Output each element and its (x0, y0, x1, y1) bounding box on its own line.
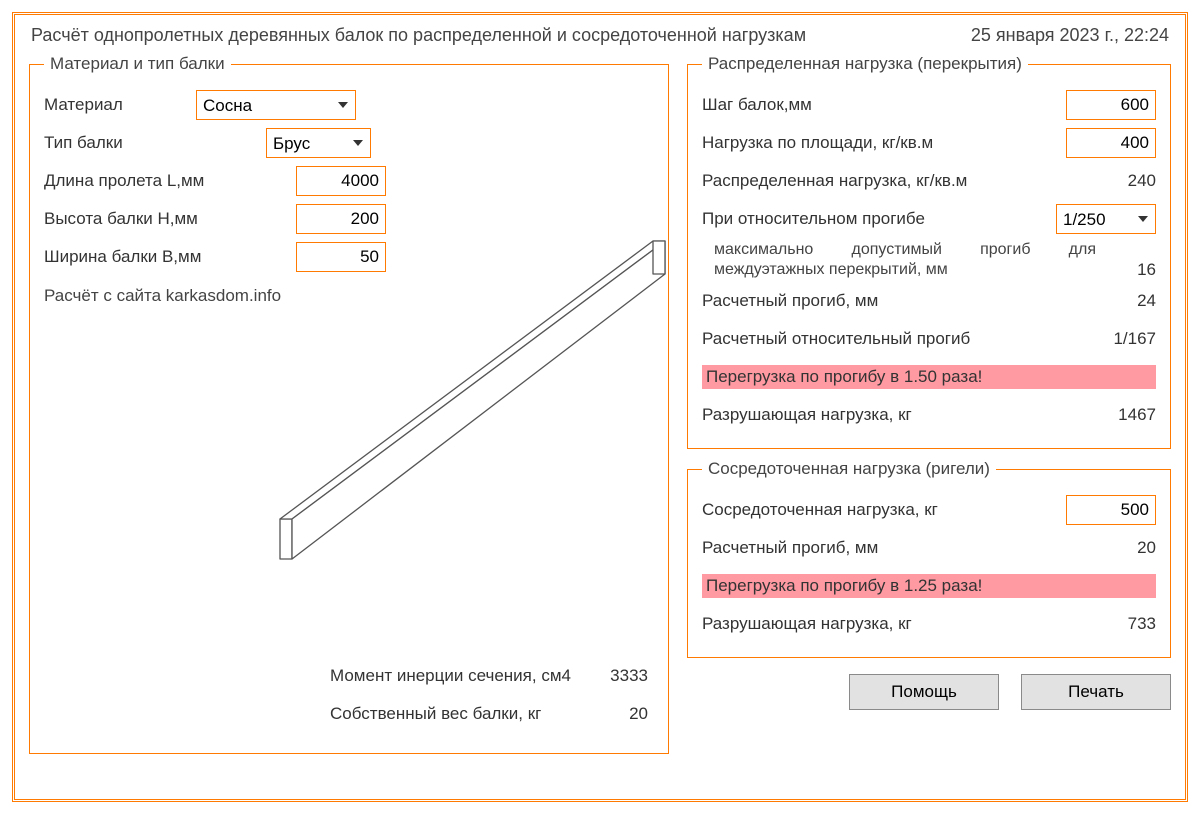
max-deflection-note: максимально допустимый прогиб для междуэ… (702, 240, 1096, 280)
height-label: Высота балки H,мм (44, 209, 284, 229)
step-label: Шаг балок,мм (702, 95, 1066, 115)
dist-break-value: 1467 (1096, 405, 1156, 425)
conc-deflection-value: 20 (1096, 538, 1156, 558)
inertia-label: Момент инерции сечения, см4 (330, 666, 571, 686)
concentrated-fieldset: Сосредоточенная нагрузка (ригели) Сосред… (687, 459, 1171, 658)
calc-deflection-label: Расчетный прогиб, мм (702, 291, 1096, 311)
distributed-legend: Распределенная нагрузка (перекрытия) (702, 54, 1028, 74)
conc-break-value: 733 (1096, 614, 1156, 634)
distributed-overload-warning: Перегрузка по прогибу в 1.50 раза! (702, 365, 1156, 389)
main-panel: Расчёт однопролетных деревянных балок по… (12, 12, 1188, 802)
rel-deflection-label: При относительном прогибе (702, 209, 1056, 229)
dist-load-label: Распределенная нагрузка, кг/кв.м (702, 171, 1096, 191)
span-label: Длина пролета L,мм (44, 171, 284, 191)
distributed-fieldset: Распределенная нагрузка (перекрытия) Шаг… (687, 54, 1171, 449)
self-weight-value: 20 (588, 704, 648, 724)
dist-load-value: 240 (1096, 171, 1156, 191)
page-title: Расчёт однопролетных деревянных балок по… (31, 25, 806, 46)
concentrated-overload-warning: Перегрузка по прогибу в 1.25 раза! (702, 574, 1156, 598)
step-input[interactable] (1066, 90, 1156, 120)
beam-type-label: Тип балки (44, 133, 254, 153)
area-load-input[interactable] (1066, 128, 1156, 158)
material-fieldset: Материал и тип балки Материал Сосна Тип … (29, 54, 669, 754)
left-results: Момент инерции сечения, см4 3333 Собстве… (330, 655, 648, 735)
material-legend: Материал и тип балки (44, 54, 231, 74)
calc-deflection-value: 24 (1096, 291, 1156, 311)
self-weight-label: Собственный вес балки, кг (330, 704, 541, 724)
width-label: Ширина балки B,мм (44, 247, 284, 267)
header: Расчёт однопролетных деревянных балок по… (31, 25, 1169, 46)
conc-break-label: Разрушающая нагрузка, кг (702, 614, 1096, 634)
conc-load-label: Сосредоточенная нагрузка, кг (702, 500, 1066, 520)
material-label: Материал (44, 95, 184, 115)
rel-deflection-select[interactable]: 1/250 (1056, 204, 1156, 234)
conc-deflection-label: Расчетный прогиб, мм (702, 538, 1096, 558)
beam-type-select[interactable]: Брус (266, 128, 371, 158)
material-select[interactable]: Сосна (196, 90, 356, 120)
calc-rel-value: 1/167 (1096, 329, 1156, 349)
max-deflection-value: 16 (1096, 260, 1156, 280)
help-button[interactable]: Помощь (849, 674, 999, 710)
page-datetime: 25 января 2023 г., 22:24 (971, 25, 1169, 46)
inertia-value: 3333 (588, 666, 648, 686)
concentrated-legend: Сосредоточенная нагрузка (ригели) (702, 459, 996, 479)
dist-break-label: Разрушающая нагрузка, кг (702, 405, 1096, 425)
span-input[interactable] (296, 166, 386, 196)
print-button[interactable]: Печать (1021, 674, 1171, 710)
conc-load-input[interactable] (1066, 495, 1156, 525)
beam-diagram (260, 219, 680, 589)
calc-rel-label: Расчетный относительный прогиб (702, 329, 1096, 349)
button-bar: Помощь Печать (687, 674, 1171, 710)
area-load-label: Нагрузка по площади, кг/кв.м (702, 133, 1066, 153)
